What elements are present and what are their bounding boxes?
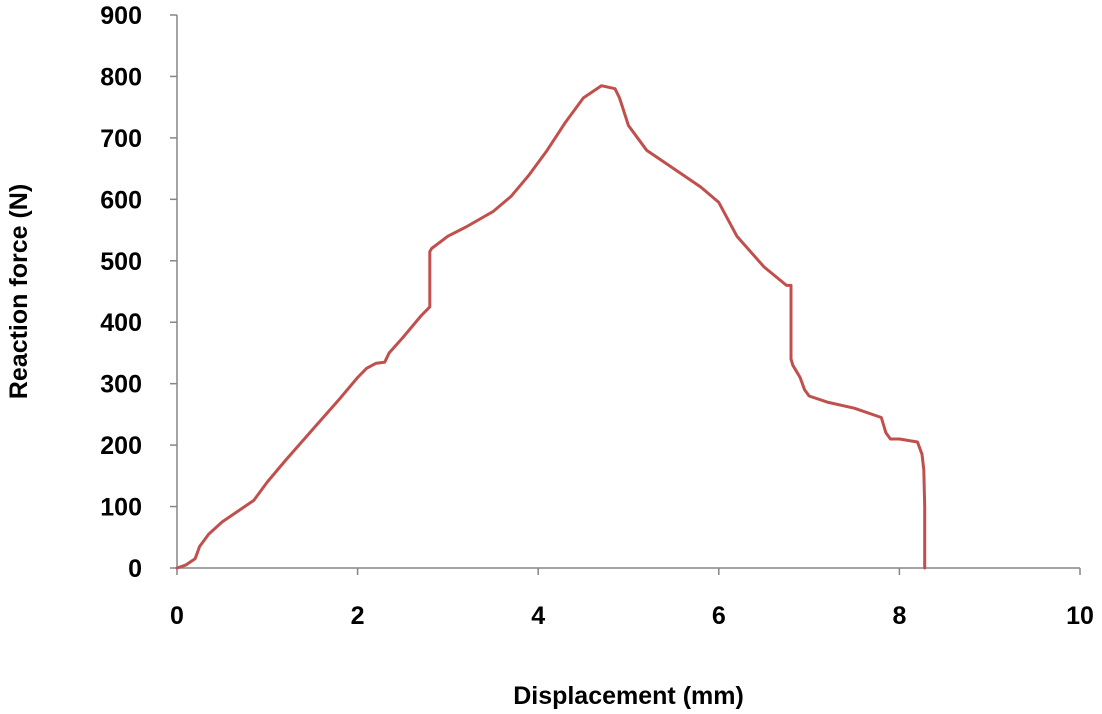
x-tick-label: 0 — [170, 602, 184, 630]
series-line — [175, 84, 927, 570]
y-tick-label: 900 — [100, 2, 142, 30]
y-tick-label: 700 — [100, 125, 142, 153]
x-ticks: 0 2 4 6 8 10 — [170, 568, 1094, 630]
x-axis-title: Displacement (mm) — [513, 682, 744, 710]
y-tick-label: 600 — [100, 186, 142, 214]
x-tick-label: 2 — [351, 602, 365, 630]
x-tick-label: 8 — [892, 602, 906, 630]
x-tick-label: 4 — [531, 602, 545, 630]
series-layer — [175, 84, 927, 570]
y-tick-label: 300 — [100, 371, 142, 399]
y-tick-label: 500 — [100, 248, 142, 276]
y-tick-label: 0 — [128, 555, 142, 583]
y-tick-label: 800 — [100, 63, 142, 91]
y-tick-label: 200 — [100, 432, 142, 460]
y-tick-label: 100 — [100, 494, 142, 522]
y-tick-label: 400 — [100, 309, 142, 337]
x-tick-label: 6 — [712, 602, 726, 630]
y-ticks: 0 100 200 300 400 500 600 700 800 900 — [100, 2, 177, 583]
x-tick-label: 10 — [1066, 602, 1094, 630]
axes — [176, 15, 1080, 569]
y-axis-title: Reaction force (N) — [5, 184, 33, 399]
